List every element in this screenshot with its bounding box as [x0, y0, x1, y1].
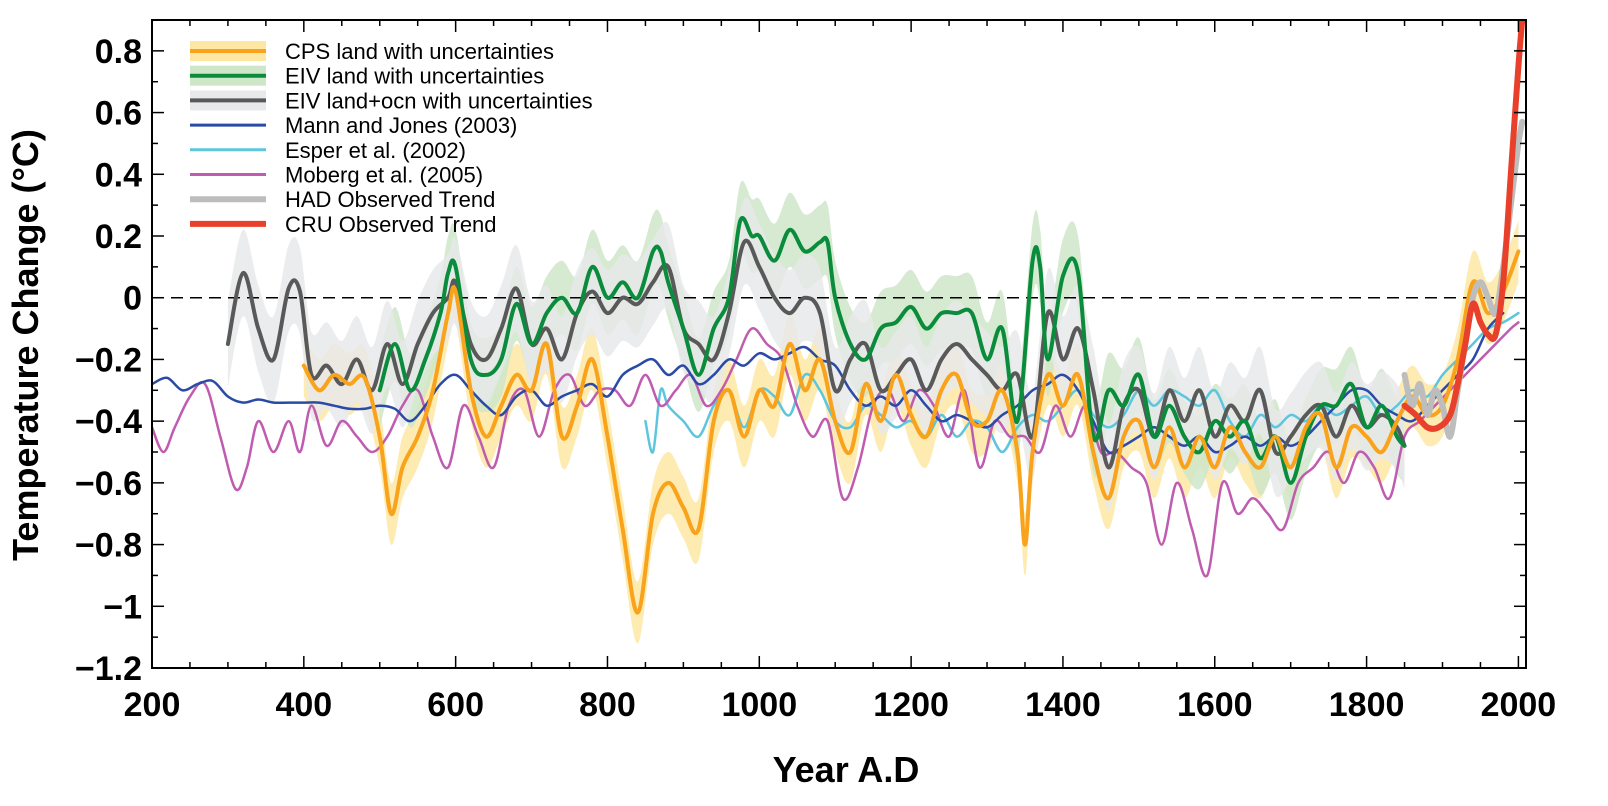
legend-label: Moberg et al. (2005) — [285, 163, 483, 188]
x-tick-label: 600 — [427, 686, 484, 724]
legend-label: Esper et al. (2002) — [285, 138, 466, 163]
y-tick-label: 0.2 — [95, 218, 142, 256]
legend-item-cru-observed-trend: CRU Observed Trend — [190, 212, 497, 237]
y-tick-label: 0.6 — [95, 95, 142, 133]
x-tick-label: 1400 — [1025, 686, 1101, 724]
legend-label: EIV land with uncertainties — [285, 64, 544, 89]
x-tick-label: 400 — [275, 686, 332, 724]
legend-item-moberg-et-al-2005: Moberg et al. (2005) — [190, 163, 483, 188]
x-tick-label: 1200 — [873, 686, 949, 724]
y-tick-label: −0.8 — [75, 527, 142, 565]
y-tick-label: 0 — [123, 280, 142, 318]
legend-label: CPS land with uncertainties — [285, 39, 554, 64]
x-tick-label: 200 — [124, 686, 181, 724]
series-line-cru-observed-trend — [1405, 20, 1523, 429]
legend-label: Mann and Jones (2003) — [285, 113, 517, 138]
x-tick-label: 1800 — [1329, 686, 1405, 724]
legend-label: HAD Observed Trend — [285, 187, 495, 212]
y-tick-label: 0.8 — [95, 33, 142, 71]
legend-item-had-observed-trend: HAD Observed Trend — [190, 187, 495, 212]
temperature-chart: 200 400 600 800 1000 1200 1400 1600 1800 2000 −1.… — [0, 0, 1608, 806]
x-axis-title: Year A.D — [773, 749, 920, 790]
y-tick-label: −1 — [103, 588, 142, 626]
y-tick-label: 0.4 — [95, 156, 142, 194]
y-axis-title: Temperature Change (°C) — [5, 129, 46, 561]
y-tick-label: −0.2 — [75, 341, 142, 379]
legend-item-esper-et-al-2002: Esper et al. (2002) — [190, 138, 466, 163]
legend-item-eiv-land-with-uncertainties: EIV land with uncertainties — [190, 64, 544, 89]
x-tick-label: 1600 — [1177, 686, 1253, 724]
legend-label: CRU Observed Trend — [285, 212, 497, 237]
legend-item-cps-land-with-uncertainties: CPS land with uncertainties — [190, 39, 554, 64]
legend-item-eiv-land-ocn-with-uncertainties: EIV land+ocn with uncertainties — [190, 88, 593, 113]
legend-label: EIV land+ocn with uncertainties — [285, 88, 593, 113]
legend-item-mann-and-jones-2003: Mann and Jones (2003) — [190, 113, 517, 138]
x-tick-label: 2000 — [1481, 686, 1557, 724]
x-tick-label: 1000 — [721, 686, 797, 724]
y-tick-label: −0.6 — [75, 465, 142, 503]
y-tick-label: −0.4 — [75, 403, 142, 441]
x-tick-label: 800 — [579, 686, 636, 724]
y-tick-label: −1.2 — [75, 650, 142, 688]
